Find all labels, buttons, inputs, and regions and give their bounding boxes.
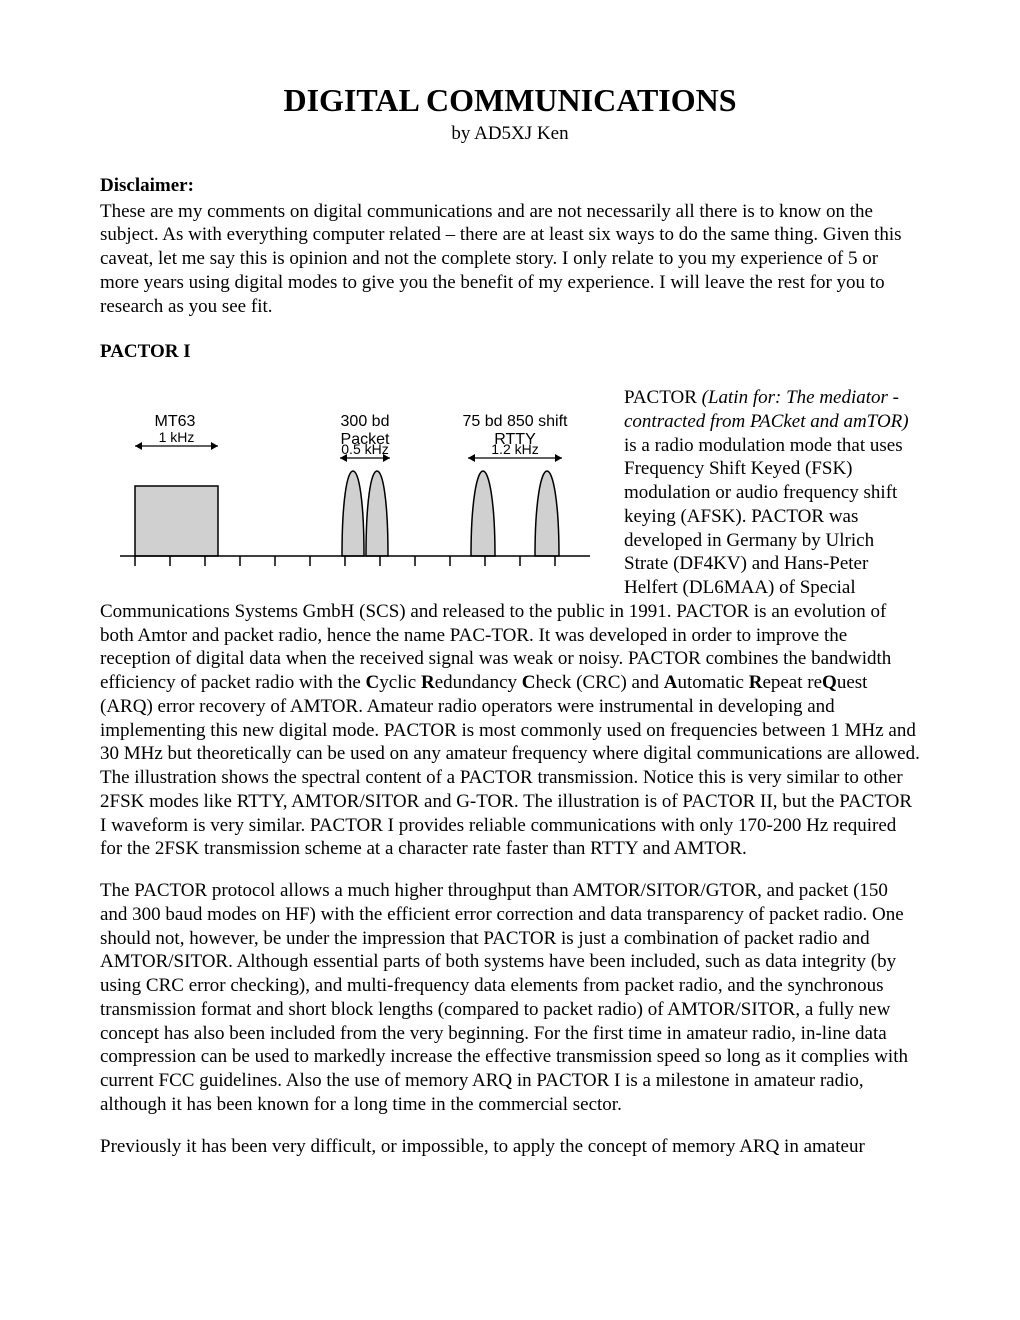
p1-c3: C xyxy=(522,672,536,693)
svg-text:1.2 kHz: 1.2 kHz xyxy=(491,441,538,457)
spectral-diagram-svg: MT631 kHz300 bdPacket0.5 kHz75 bd 850 sh… xyxy=(100,386,600,586)
p1-t4: utomatic xyxy=(677,672,748,693)
section-heading-pactor: PACTOR I xyxy=(100,340,920,364)
disclaimer-heading: Disclaimer: xyxy=(100,174,920,198)
paragraph-1: MT631 kHz300 bdPacket0.5 kHz75 bd 850 sh… xyxy=(100,386,920,861)
p1-lead: PACTOR xyxy=(624,387,702,408)
p1-t3: heck (CRC) and xyxy=(536,672,664,693)
p1-t5: epeat re xyxy=(762,672,822,693)
p1-c1: C xyxy=(366,672,380,693)
spectral-figure: MT631 kHz300 bdPacket0.5 kHz75 bd 850 sh… xyxy=(100,386,600,593)
p1-c4: A xyxy=(664,672,678,693)
svg-text:0.5 kHz: 0.5 kHz xyxy=(341,441,388,457)
p1-t1: yclic xyxy=(379,672,421,693)
p1-t6: uest (ARQ) error recovery of AMTOR. Amat… xyxy=(100,672,920,859)
p1-c2: R xyxy=(421,672,435,693)
p1-t2: edundancy xyxy=(435,672,522,693)
p1-c5: R xyxy=(749,672,763,693)
svg-text:MT63: MT63 xyxy=(155,413,196,430)
paragraph-2: The PACTOR protocol allows a much higher… xyxy=(100,879,920,1117)
byline: by AD5XJ Ken xyxy=(100,122,920,146)
disclaimer-text: These are my comments on digital communi… xyxy=(100,200,920,319)
p1-c6: Q xyxy=(822,672,837,693)
paragraph-3: Previously it has been very difficult, o… xyxy=(100,1135,920,1159)
svg-text:1 kHz: 1 kHz xyxy=(159,429,195,445)
svg-text:300 bd: 300 bd xyxy=(341,413,390,430)
svg-text:75 bd 850 shift: 75 bd 850 shift xyxy=(463,413,569,430)
page-title: DIGITAL COMMUNICATIONS xyxy=(100,80,920,120)
